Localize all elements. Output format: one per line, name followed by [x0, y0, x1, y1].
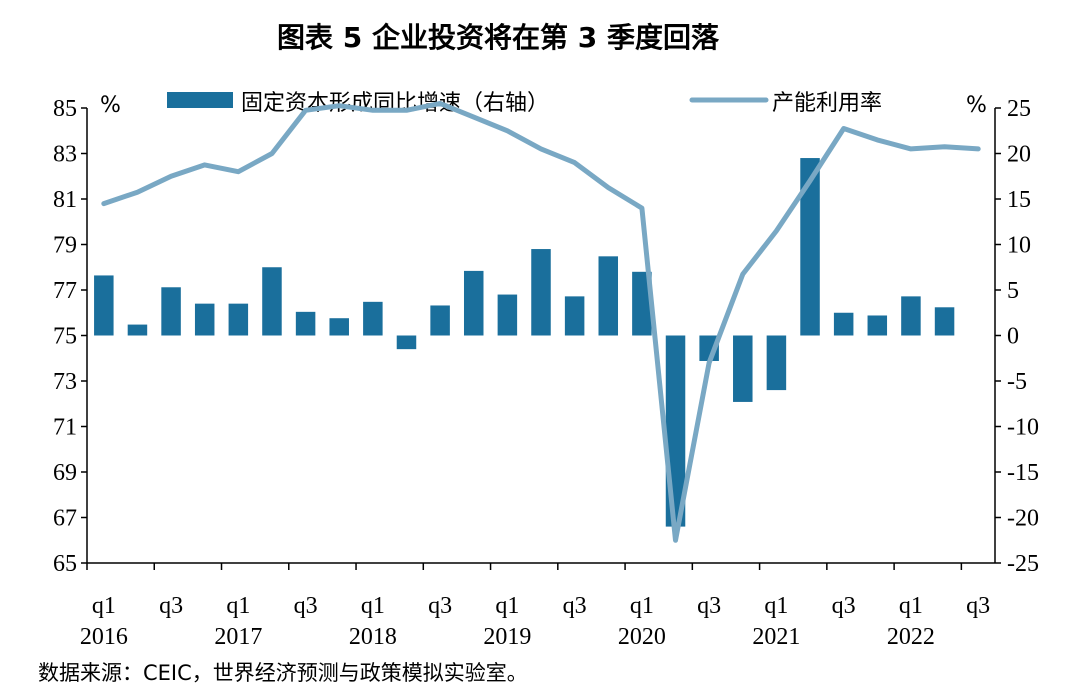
bar-2016Q1	[94, 275, 114, 336]
bar-2019Q2	[531, 249, 551, 336]
x-axis: q1 q3 q1 q3 q1 q3 q1 q3 q1 q3 q1 q3 q1 q3 2016 2017 2018…	[80, 562, 995, 650]
bar-2017Q2	[262, 267, 282, 336]
right-tick-label: -20	[1007, 506, 1039, 532]
x-tick-label: q3	[832, 593, 856, 619]
x-year-label: 2022	[887, 624, 935, 650]
right-tick-label: -10	[1007, 415, 1039, 441]
right-tick-label: 20	[1007, 142, 1031, 168]
bar-2019Q4	[598, 256, 619, 336]
x-year-label: 2020	[618, 624, 666, 650]
bar-2017Q1	[228, 303, 249, 336]
bar-2022Q2	[934, 307, 955, 336]
legend-line-label: 产能利用率	[772, 91, 882, 116]
right-tick-label: 25	[1007, 96, 1031, 122]
bar-2017Q3	[295, 311, 316, 336]
x-tick-label: q1	[764, 593, 788, 619]
bar-2016Q3	[161, 287, 181, 336]
bar-2020Q1	[632, 271, 652, 336]
bar-2022Q1	[901, 296, 921, 336]
chart-title: 图表 5 企业投资将在第 3 季度回落	[277, 21, 720, 54]
x-tick-label: q3	[697, 593, 721, 619]
x-tick-label: q1	[630, 593, 654, 619]
right-tick-label: -25	[1007, 551, 1039, 577]
line-series	[101, 100, 981, 543]
legend: 固定资本形成同比增速（右轴） 产能利用率	[167, 91, 882, 116]
bar-2021Q2	[800, 158, 820, 336]
left-tick-label: 85	[53, 96, 77, 122]
x-year-label: 2017	[214, 624, 262, 650]
x-tick-label: q1	[226, 593, 250, 619]
x-tick-label: q1	[361, 593, 385, 619]
bar-2021Q3	[833, 312, 854, 336]
bar-2021Q1	[766, 335, 787, 391]
x-tick-label: q3	[966, 593, 990, 619]
left-tick-label: 73	[53, 369, 77, 395]
right-tick-label: 15	[1007, 187, 1031, 213]
bar-2017Q4	[329, 318, 349, 336]
bar-2018Q3	[430, 305, 450, 336]
x-year-label: 2018	[349, 624, 397, 650]
left-tick-label: 83	[53, 142, 77, 168]
left-tick-label: 81	[53, 187, 77, 213]
right-tick-label: 10	[1007, 233, 1031, 259]
bar-2018Q1	[363, 301, 383, 336]
bar-2020Q4	[733, 335, 753, 402]
bar-series	[94, 158, 955, 527]
right-tick-label: 0	[1007, 324, 1019, 350]
x-tick-label: q1	[92, 593, 116, 619]
left-tick-label: 65	[53, 551, 77, 577]
left-tick-label: 69	[53, 460, 77, 486]
right-axis-unit: %	[966, 93, 987, 118]
left-tick-label: 67	[53, 506, 77, 532]
x-tick-label: q1	[495, 593, 519, 619]
left-axis: 85 83 81 79 77 75 73 71 69 67 65	[53, 96, 88, 577]
left-tick-label: 75	[53, 324, 77, 350]
x-tick-label: q3	[428, 593, 452, 619]
x-year-label: 2019	[483, 624, 531, 650]
left-tick-label: 71	[53, 415, 77, 441]
bar-2018Q2	[396, 335, 417, 350]
right-tick-label: -5	[1007, 369, 1027, 395]
left-tick-label: 77	[53, 278, 77, 304]
x-tick-label: q3	[159, 593, 183, 619]
bar-2021Q4	[867, 315, 888, 336]
bar-2019Q1	[497, 294, 518, 336]
x-year-label: 2016	[80, 624, 128, 650]
legend-bar-swatch	[167, 92, 233, 108]
x-year-label: 2021	[752, 624, 800, 650]
right-tick-label: 5	[1007, 278, 1019, 304]
left-tick-label: 79	[53, 233, 77, 259]
right-tick-label: -15	[1007, 460, 1039, 486]
x-tick-label: q3	[563, 593, 587, 619]
left-axis-unit: %	[100, 93, 121, 118]
right-axis: 25 20 15 10 5 0 -5 -10 -15 -20 -25	[994, 96, 1039, 577]
bar-2016Q2	[127, 324, 148, 336]
source-note: 数据来源：CEIC，世界经济预测与政策模拟实验室。	[38, 661, 528, 685]
bar-2016Q4	[194, 303, 215, 336]
x-tick-label: q1	[899, 593, 923, 619]
bar-2019Q3	[564, 296, 585, 336]
bar-2018Q4	[463, 270, 484, 336]
x-tick-label: q3	[294, 593, 318, 619]
